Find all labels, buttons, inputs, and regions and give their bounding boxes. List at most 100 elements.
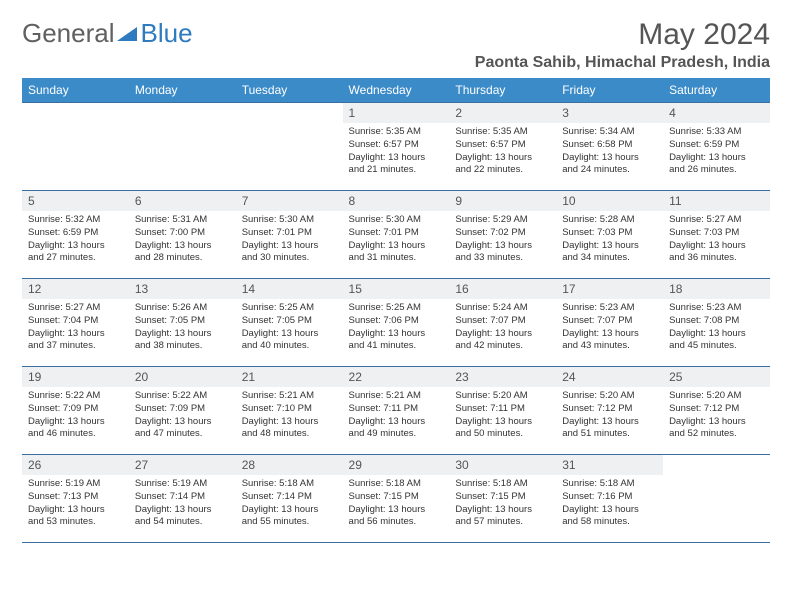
calendar-cell: 24Sunrise: 5:20 AMSunset: 7:12 PMDayligh… — [556, 367, 663, 455]
calendar-row: 12Sunrise: 5:27 AMSunset: 7:04 PMDayligh… — [22, 279, 770, 367]
day-number: 24 — [556, 367, 663, 387]
day-number: 13 — [129, 279, 236, 299]
calendar-cell: 10Sunrise: 5:28 AMSunset: 7:03 PMDayligh… — [556, 191, 663, 279]
calendar-cell: 14Sunrise: 5:25 AMSunset: 7:05 PMDayligh… — [236, 279, 343, 367]
day-details: Sunrise: 5:25 AMSunset: 7:06 PMDaylight:… — [343, 299, 450, 356]
day-details: Sunrise: 5:24 AMSunset: 7:07 PMDaylight:… — [449, 299, 556, 356]
weekday-header: Wednesday — [343, 78, 450, 103]
logo-text-1: General — [22, 18, 115, 49]
day-details: Sunrise: 5:18 AMSunset: 7:14 PMDaylight:… — [236, 475, 343, 532]
calendar-cell — [236, 103, 343, 191]
calendar-cell: 29Sunrise: 5:18 AMSunset: 7:15 PMDayligh… — [343, 455, 450, 543]
calendar-cell: 1Sunrise: 5:35 AMSunset: 6:57 PMDaylight… — [343, 103, 450, 191]
calendar-cell — [663, 455, 770, 543]
day-number: 8 — [343, 191, 450, 211]
calendar-cell: 22Sunrise: 5:21 AMSunset: 7:11 PMDayligh… — [343, 367, 450, 455]
calendar-cell — [129, 103, 236, 191]
day-number: 23 — [449, 367, 556, 387]
day-number: 18 — [663, 279, 770, 299]
day-details: Sunrise: 5:30 AMSunset: 7:01 PMDaylight:… — [236, 211, 343, 268]
day-details: Sunrise: 5:31 AMSunset: 7:00 PMDaylight:… — [129, 211, 236, 268]
calendar-row: 19Sunrise: 5:22 AMSunset: 7:09 PMDayligh… — [22, 367, 770, 455]
calendar-row: 26Sunrise: 5:19 AMSunset: 7:13 PMDayligh… — [22, 455, 770, 543]
day-details: Sunrise: 5:19 AMSunset: 7:13 PMDaylight:… — [22, 475, 129, 532]
day-number: 25 — [663, 367, 770, 387]
weekday-header: Monday — [129, 78, 236, 103]
day-details: Sunrise: 5:20 AMSunset: 7:12 PMDaylight:… — [663, 387, 770, 444]
weekday-header: Friday — [556, 78, 663, 103]
day-number: 28 — [236, 455, 343, 475]
calendar-cell: 15Sunrise: 5:25 AMSunset: 7:06 PMDayligh… — [343, 279, 450, 367]
day-details: Sunrise: 5:32 AMSunset: 6:59 PMDaylight:… — [22, 211, 129, 268]
title-block: May 2024 Paonta Sahib, Himachal Pradesh,… — [475, 18, 770, 72]
day-number: 5 — [22, 191, 129, 211]
day-details: Sunrise: 5:30 AMSunset: 7:01 PMDaylight:… — [343, 211, 450, 268]
day-details: Sunrise: 5:34 AMSunset: 6:58 PMDaylight:… — [556, 123, 663, 180]
day-number: 26 — [22, 455, 129, 475]
day-number: 7 — [236, 191, 343, 211]
day-details: Sunrise: 5:19 AMSunset: 7:14 PMDaylight:… — [129, 475, 236, 532]
day-details: Sunrise: 5:22 AMSunset: 7:09 PMDaylight:… — [129, 387, 236, 444]
day-number: 2 — [449, 103, 556, 123]
weekday-header-row: Sunday Monday Tuesday Wednesday Thursday… — [22, 78, 770, 103]
calendar-cell: 2Sunrise: 5:35 AMSunset: 6:57 PMDaylight… — [449, 103, 556, 191]
calendar-cell: 23Sunrise: 5:20 AMSunset: 7:11 PMDayligh… — [449, 367, 556, 455]
day-details: Sunrise: 5:27 AMSunset: 7:04 PMDaylight:… — [22, 299, 129, 356]
calendar-cell: 18Sunrise: 5:23 AMSunset: 7:08 PMDayligh… — [663, 279, 770, 367]
calendar-cell: 7Sunrise: 5:30 AMSunset: 7:01 PMDaylight… — [236, 191, 343, 279]
calendar-cell: 12Sunrise: 5:27 AMSunset: 7:04 PMDayligh… — [22, 279, 129, 367]
day-details: Sunrise: 5:28 AMSunset: 7:03 PMDaylight:… — [556, 211, 663, 268]
weekday-header: Saturday — [663, 78, 770, 103]
day-number: 16 — [449, 279, 556, 299]
calendar-row: 5Sunrise: 5:32 AMSunset: 6:59 PMDaylight… — [22, 191, 770, 279]
weekday-header: Sunday — [22, 78, 129, 103]
day-number: 12 — [22, 279, 129, 299]
day-number: 11 — [663, 191, 770, 211]
day-details: Sunrise: 5:26 AMSunset: 7:05 PMDaylight:… — [129, 299, 236, 356]
day-number: 1 — [343, 103, 450, 123]
calendar-cell: 20Sunrise: 5:22 AMSunset: 7:09 PMDayligh… — [129, 367, 236, 455]
day-details: Sunrise: 5:20 AMSunset: 7:12 PMDaylight:… — [556, 387, 663, 444]
calendar-cell: 8Sunrise: 5:30 AMSunset: 7:01 PMDaylight… — [343, 191, 450, 279]
day-number: 10 — [556, 191, 663, 211]
calendar-cell: 26Sunrise: 5:19 AMSunset: 7:13 PMDayligh… — [22, 455, 129, 543]
calendar-cell: 28Sunrise: 5:18 AMSunset: 7:14 PMDayligh… — [236, 455, 343, 543]
day-details: Sunrise: 5:22 AMSunset: 7:09 PMDaylight:… — [22, 387, 129, 444]
day-details: Sunrise: 5:18 AMSunset: 7:16 PMDaylight:… — [556, 475, 663, 532]
weekday-header: Thursday — [449, 78, 556, 103]
calendar-cell — [22, 103, 129, 191]
day-number: 9 — [449, 191, 556, 211]
day-number: 6 — [129, 191, 236, 211]
day-details: Sunrise: 5:33 AMSunset: 6:59 PMDaylight:… — [663, 123, 770, 180]
calendar-row: 1Sunrise: 5:35 AMSunset: 6:57 PMDaylight… — [22, 103, 770, 191]
day-details: Sunrise: 5:20 AMSunset: 7:11 PMDaylight:… — [449, 387, 556, 444]
day-number: 27 — [129, 455, 236, 475]
logo-text-2: Blue — [141, 18, 193, 49]
logo: General Blue — [22, 18, 193, 49]
day-details: Sunrise: 5:35 AMSunset: 6:57 PMDaylight:… — [343, 123, 450, 180]
calendar-cell: 25Sunrise: 5:20 AMSunset: 7:12 PMDayligh… — [663, 367, 770, 455]
day-number: 14 — [236, 279, 343, 299]
day-details: Sunrise: 5:25 AMSunset: 7:05 PMDaylight:… — [236, 299, 343, 356]
calendar-cell: 13Sunrise: 5:26 AMSunset: 7:05 PMDayligh… — [129, 279, 236, 367]
calendar-table: Sunday Monday Tuesday Wednesday Thursday… — [22, 78, 770, 543]
calendar-cell: 27Sunrise: 5:19 AMSunset: 7:14 PMDayligh… — [129, 455, 236, 543]
calendar-cell: 31Sunrise: 5:18 AMSunset: 7:16 PMDayligh… — [556, 455, 663, 543]
day-number: 30 — [449, 455, 556, 475]
calendar-cell: 30Sunrise: 5:18 AMSunset: 7:15 PMDayligh… — [449, 455, 556, 543]
day-details: Sunrise: 5:21 AMSunset: 7:10 PMDaylight:… — [236, 387, 343, 444]
day-details: Sunrise: 5:18 AMSunset: 7:15 PMDaylight:… — [343, 475, 450, 532]
calendar-cell: 16Sunrise: 5:24 AMSunset: 7:07 PMDayligh… — [449, 279, 556, 367]
logo-triangle-icon — [117, 25, 139, 43]
day-details: Sunrise: 5:18 AMSunset: 7:15 PMDaylight:… — [449, 475, 556, 532]
month-title: May 2024 — [475, 18, 770, 52]
day-number: 21 — [236, 367, 343, 387]
day-details: Sunrise: 5:35 AMSunset: 6:57 PMDaylight:… — [449, 123, 556, 180]
day-number: 3 — [556, 103, 663, 123]
calendar-cell: 19Sunrise: 5:22 AMSunset: 7:09 PMDayligh… — [22, 367, 129, 455]
day-number: 17 — [556, 279, 663, 299]
day-details: Sunrise: 5:21 AMSunset: 7:11 PMDaylight:… — [343, 387, 450, 444]
calendar-cell: 5Sunrise: 5:32 AMSunset: 6:59 PMDaylight… — [22, 191, 129, 279]
calendar-cell: 11Sunrise: 5:27 AMSunset: 7:03 PMDayligh… — [663, 191, 770, 279]
day-number: 31 — [556, 455, 663, 475]
